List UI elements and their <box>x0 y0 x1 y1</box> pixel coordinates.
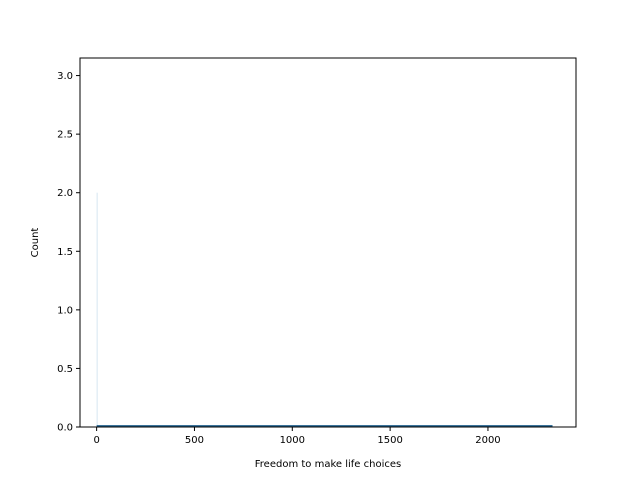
y-tick-label: 1.0 <box>57 305 73 316</box>
x-axis-label: Freedom to make life choices <box>255 459 401 470</box>
plot-area <box>79 57 577 428</box>
bars-layer <box>96 192 98 427</box>
y-axis-ticks: 0.0 0.5 1.0 1.5 2.0 2.5 3.0 <box>57 71 80 434</box>
x-tick-label: 2000 <box>475 435 500 446</box>
x-tick-label: 1500 <box>377 435 402 446</box>
y-tick-label: 2.5 <box>57 130 73 141</box>
axes-frame <box>79 57 577 428</box>
histogram-bar <box>96 192 98 427</box>
y-tick-label: 0.0 <box>57 423 73 434</box>
x-axis-ticks: 0 500 1000 1500 2000 <box>93 427 501 446</box>
x-tick-label: 500 <box>185 435 204 446</box>
y-tick-label: 1.5 <box>57 247 73 258</box>
y-tick-label: 2.0 <box>57 188 73 199</box>
y-tick-label: 3.0 <box>57 71 73 82</box>
x-tick-label: 1000 <box>280 435 305 446</box>
x-tick-label: 0 <box>93 435 99 446</box>
y-tick-label: 0.5 <box>57 364 73 375</box>
y-axis-label: Count <box>30 228 41 258</box>
